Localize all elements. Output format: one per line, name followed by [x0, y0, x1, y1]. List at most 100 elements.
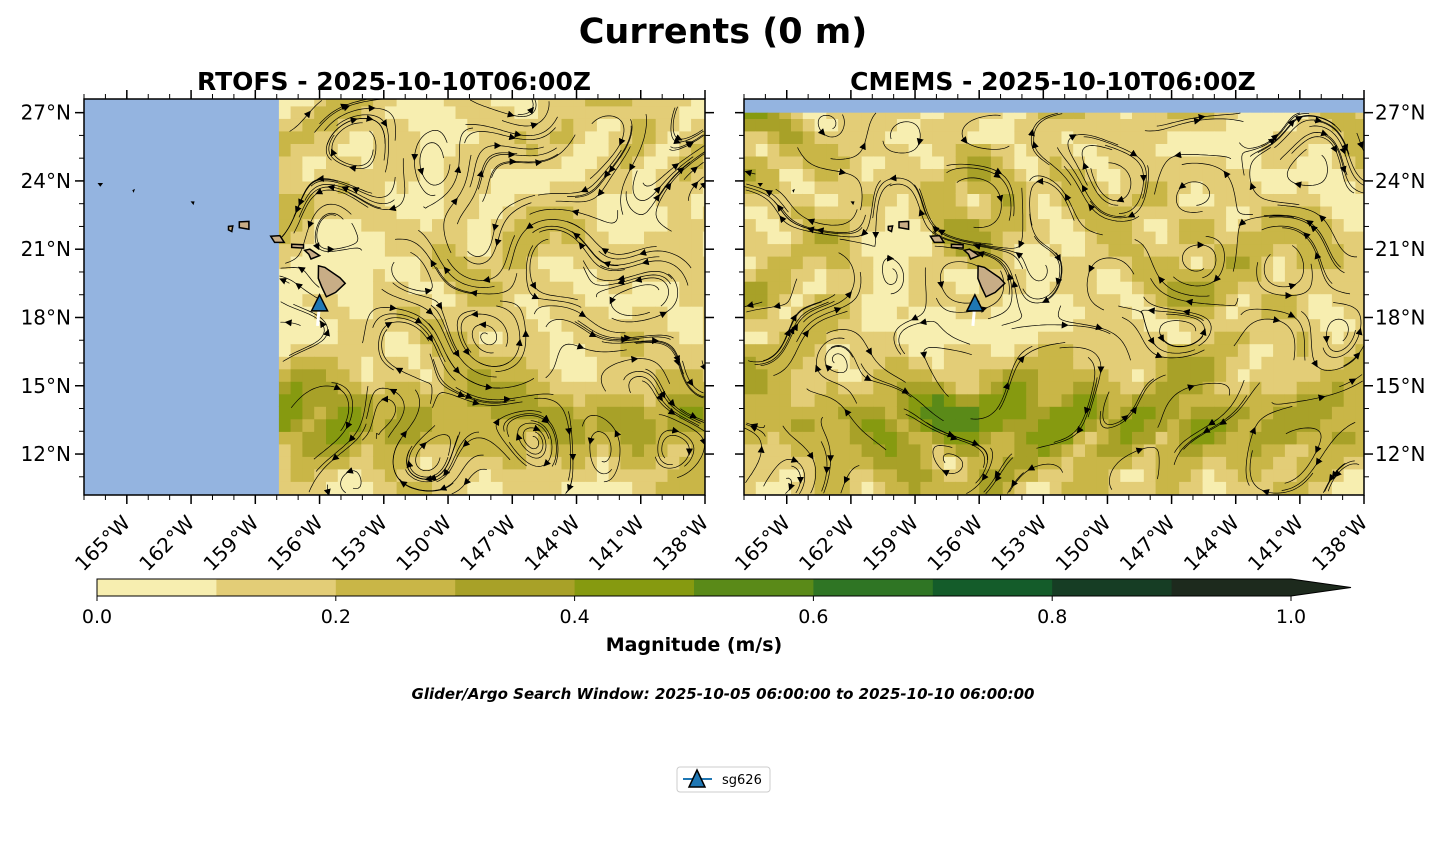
- x-tick-label: 156°W: [922, 510, 987, 575]
- island: [757, 182, 763, 187]
- y-tick-label: 27°N: [21, 101, 71, 125]
- streamline: [839, 183, 892, 247]
- streamline: [1011, 324, 1111, 335]
- y-tick-label: 18°N: [21, 305, 71, 329]
- x-tick-label: 138°W: [1307, 510, 1372, 575]
- cmems-hawaii-islands: [757, 182, 1006, 298]
- streamline: [1029, 180, 1075, 226]
- y-tick-label: 12°N: [1375, 442, 1425, 466]
- cmems-magnitude-field: [744, 112, 1364, 495]
- colorbar-segment: [813, 579, 934, 596]
- colorbar-tick-label: 0.8: [1037, 606, 1067, 628]
- x-tick-label: 147°W: [455, 510, 520, 575]
- streamline: [820, 441, 828, 492]
- streamline: [482, 153, 559, 202]
- x-tick-label: 165°W: [730, 510, 795, 575]
- y-tick-label: 21°N: [1375, 237, 1425, 261]
- island: [190, 201, 195, 206]
- rtofs-magnitude-field: [278, 99, 705, 495]
- colorbar-segment: [97, 579, 217, 596]
- island: [97, 182, 104, 187]
- x-tick-label: 159°W: [858, 510, 923, 575]
- colorbar-tick-label: 0.6: [798, 606, 828, 628]
- colorbar-segment: [1052, 579, 1173, 596]
- streamline: [744, 427, 762, 483]
- colorbar-segment: [216, 579, 337, 596]
- colorbar: 0.0 0.2 0.4 0.6 0.8 1.0 Magnitude (m/s): [82, 578, 1352, 656]
- colorbar-segment: [932, 579, 1053, 596]
- x-tick-label: 159°W: [198, 510, 263, 575]
- search-window-note: Glider/Argo Search Window: 2025-10-05 06…: [412, 685, 1035, 703]
- glider-marker-sg626: [965, 293, 985, 312]
- panel-rtofs: RTOFS - 2025-10-10T06:00Z 165°W 162°W 159°…: [21, 67, 714, 576]
- streamline: [601, 340, 685, 375]
- streamline: [477, 147, 557, 190]
- colorbar-outline: [96, 578, 1352, 597]
- x-tick-label: 138°W: [648, 510, 713, 575]
- panel-title-cmems: CMEMS - 2025-10-10T06:00Z: [850, 67, 1256, 96]
- colorbar-segment: [335, 579, 456, 596]
- streamline: [324, 107, 396, 141]
- x-tick-label: 165°W: [70, 510, 135, 575]
- legend: sg626: [676, 766, 771, 793]
- rtofs-streamlines: [278, 99, 705, 495]
- rtofs-hawaii-islands: [97, 182, 347, 298]
- y-tick-label: 24°N: [1375, 169, 1425, 193]
- figure-title: Currents (0 m): [579, 12, 868, 52]
- legend-triangle-marker: [687, 768, 707, 788]
- island: [929, 234, 946, 244]
- colorbar-segment: [694, 579, 814, 596]
- cmems-streamlines: [744, 112, 1364, 495]
- glider-marker-sg626: [310, 293, 329, 312]
- colorbar-tick-label: 0.4: [559, 606, 589, 628]
- island: [269, 234, 286, 244]
- x-tick-label: 141°W: [584, 510, 649, 575]
- colorbar-tick-label: 1.0: [1276, 606, 1306, 628]
- rtofs-map-frame: [83, 98, 706, 496]
- colorbar-extend-triangle: [1291, 579, 1351, 596]
- x-tick-label: 150°W: [391, 510, 456, 575]
- x-tick-label: 153°W: [986, 510, 1051, 575]
- colorbar-segment: [455, 579, 576, 596]
- streamline: [469, 145, 544, 188]
- x-tick-label: 150°W: [1051, 510, 1116, 575]
- streamline: [478, 305, 521, 367]
- colorbar-label: Magnitude (m/s): [606, 634, 783, 656]
- y-tick-label: 18°N: [1375, 305, 1425, 329]
- island: [962, 248, 981, 260]
- y-tick-label: 15°N: [21, 374, 71, 398]
- x-tick-label: 147°W: [1115, 510, 1180, 575]
- island: [238, 220, 250, 231]
- streamline: [414, 129, 448, 196]
- colorbar-segment: [574, 579, 695, 596]
- streamline: [1104, 144, 1144, 214]
- x-tick-label: 144°W: [520, 510, 585, 575]
- x-tick-label: 156°W: [263, 510, 328, 575]
- streamline: [1059, 346, 1102, 418]
- island: [227, 225, 234, 233]
- island: [950, 243, 964, 249]
- island: [303, 248, 322, 260]
- y-tick-label: 24°N: [21, 169, 71, 193]
- streamline: [534, 397, 572, 481]
- streamline: [455, 387, 554, 401]
- x-tick-label: 153°W: [327, 510, 392, 575]
- island: [898, 220, 910, 231]
- island: [887, 225, 894, 233]
- streamline: [882, 257, 904, 295]
- streamline: [460, 313, 509, 353]
- y-tick-label: 12°N: [21, 442, 71, 466]
- legend-label: sg626: [722, 773, 762, 788]
- streamline: [316, 214, 359, 250]
- x-tick-label: 162°W: [794, 510, 859, 575]
- streamline: [1182, 244, 1217, 279]
- island: [850, 201, 855, 206]
- island: [290, 243, 305, 249]
- colorbar-tick-label: 0.2: [321, 606, 351, 628]
- cmems-map-frame: [743, 98, 1365, 496]
- island: [977, 264, 1006, 298]
- streamline: [654, 434, 690, 469]
- colorbar-tick-label: 0.0: [82, 606, 112, 628]
- panel-cmems: CMEMS - 2025-10-10T06:00Z 165°W 162°W 159°…: [730, 67, 1426, 576]
